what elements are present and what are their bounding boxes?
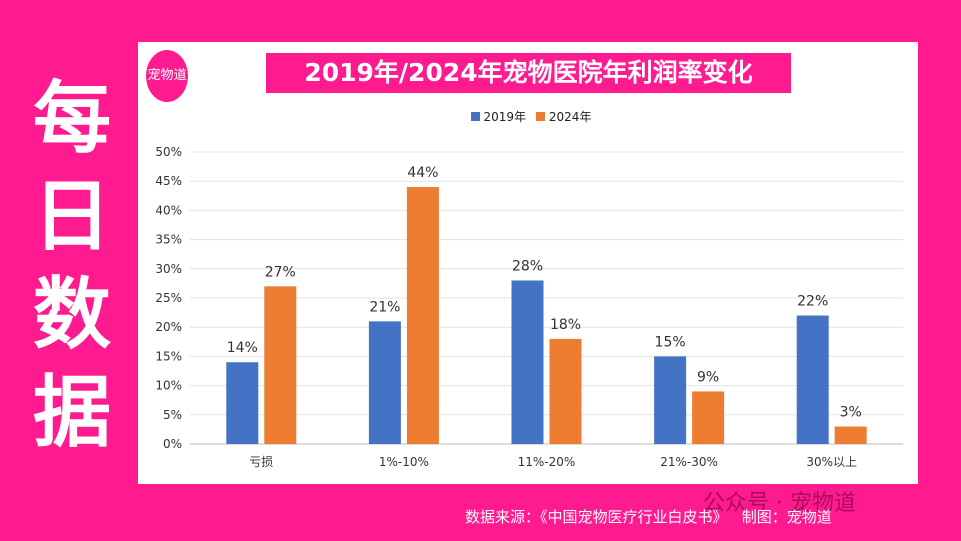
bar-2019 — [226, 362, 259, 444]
x-tick-label: 亏损 — [249, 455, 273, 469]
y-tick-label: 40% — [155, 203, 182, 217]
data-label: 14% — [227, 340, 258, 356]
y-tick-label: 10% — [155, 379, 182, 393]
x-tick-label: 1%-10% — [379, 455, 429, 469]
bar-2024 — [692, 391, 725, 444]
side-char: 日 — [32, 172, 111, 262]
data-label: 9% — [697, 369, 719, 385]
data-label: 28% — [512, 258, 543, 274]
data-label: 3% — [840, 404, 862, 420]
bar-2024 — [406, 187, 439, 445]
logo: 宠物道 — [146, 50, 188, 102]
y-tick-label: 20% — [155, 320, 182, 334]
y-tick-label: 25% — [155, 291, 182, 305]
legend: 2019年 2024年 — [138, 108, 918, 125]
side-char: 每 — [32, 74, 111, 164]
y-tick-label: 5% — [163, 408, 182, 422]
chart-panel: 宠物道 2019年/2024年宠物医院年利润率变化 2019年 2024年 0%… — [138, 42, 918, 484]
x-tick-label: 30%以上 — [806, 455, 857, 469]
y-tick-label: 15% — [155, 349, 182, 363]
bar-2019 — [654, 356, 687, 444]
side-char: 据 — [32, 368, 111, 458]
bar-2019 — [368, 321, 401, 444]
legend-label-2024: 2024年 — [548, 110, 592, 124]
y-tick-label: 45% — [155, 174, 182, 188]
source-text: 数据来源：《中国宠物医疗行业白皮书》 制图：宠物道 — [465, 508, 832, 526]
y-tick-label: 0% — [163, 437, 182, 451]
bar-chart: 0% 5% 10% 15% 20% 25% 30% 35% 40% 45% 50% 亏损 14% 27% 1… — [155, 145, 903, 469]
legend-swatch-2019 — [470, 112, 480, 121]
chart-title: 2019年/2024年宠物医院年利润率变化 — [266, 53, 791, 93]
data-label: 21% — [369, 299, 400, 315]
y-tick-label: 35% — [155, 233, 182, 247]
legend-swatch-2024 — [535, 112, 545, 121]
bar-2019 — [796, 315, 829, 444]
bar-2024 — [264, 286, 297, 444]
data-label: 27% — [265, 264, 296, 280]
side-title: 每 日 数 据 — [22, 70, 122, 462]
data-label: 44% — [407, 165, 438, 181]
bar-2019 — [511, 280, 544, 444]
y-tick-label: 50% — [155, 145, 182, 159]
legend-label-2019: 2019年 — [483, 110, 527, 124]
x-tick-label: 21%-30% — [660, 455, 718, 469]
bar-2024 — [834, 426, 867, 444]
side-char: 数 — [32, 270, 111, 360]
watermark: 公众号 · 宠物道 — [703, 491, 856, 516]
x-tick-label: 11%-20% — [518, 455, 576, 469]
bar-2024 — [549, 338, 582, 444]
y-tick-label: 30% — [155, 262, 182, 276]
data-label: 18% — [550, 317, 581, 333]
data-label: 15% — [655, 334, 686, 350]
data-label: 22% — [797, 294, 828, 310]
